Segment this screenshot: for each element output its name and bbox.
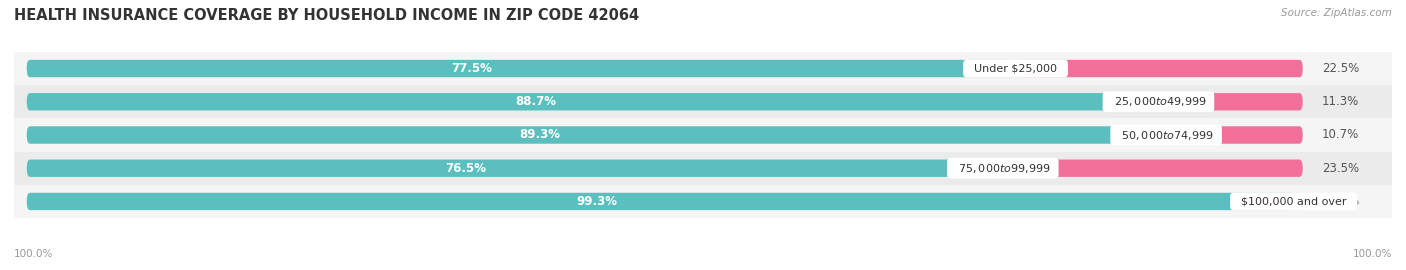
Text: 100.0%: 100.0% xyxy=(1353,249,1392,259)
Bar xyxy=(14,185,1392,218)
FancyBboxPatch shape xyxy=(1015,60,1302,77)
Bar xyxy=(14,152,1392,185)
Text: Source: ZipAtlas.com: Source: ZipAtlas.com xyxy=(1281,8,1392,18)
FancyBboxPatch shape xyxy=(27,93,1302,110)
Text: $25,000 to $49,999: $25,000 to $49,999 xyxy=(1107,95,1211,108)
FancyBboxPatch shape xyxy=(27,60,1015,77)
Text: 99.3%: 99.3% xyxy=(576,195,617,208)
Text: 11.3%: 11.3% xyxy=(1322,95,1360,108)
Text: 88.7%: 88.7% xyxy=(516,95,557,108)
FancyBboxPatch shape xyxy=(27,126,1302,144)
FancyBboxPatch shape xyxy=(1166,126,1302,144)
Text: 0.75%: 0.75% xyxy=(1323,195,1360,208)
Text: 100.0%: 100.0% xyxy=(14,249,53,259)
FancyBboxPatch shape xyxy=(27,193,1302,210)
Text: 77.5%: 77.5% xyxy=(451,62,492,75)
FancyBboxPatch shape xyxy=(27,93,1159,110)
Text: HEALTH INSURANCE COVERAGE BY HOUSEHOLD INCOME IN ZIP CODE 42064: HEALTH INSURANCE COVERAGE BY HOUSEHOLD I… xyxy=(14,8,640,23)
Text: $100,000 and over: $100,000 and over xyxy=(1234,197,1354,207)
Text: 89.3%: 89.3% xyxy=(519,129,560,141)
Bar xyxy=(14,118,1392,152)
FancyBboxPatch shape xyxy=(27,160,1002,177)
Text: 22.5%: 22.5% xyxy=(1322,62,1360,75)
Text: 10.7%: 10.7% xyxy=(1322,129,1360,141)
Text: Under $25,000: Under $25,000 xyxy=(967,63,1064,73)
FancyBboxPatch shape xyxy=(1159,93,1302,110)
Text: $50,000 to $74,999: $50,000 to $74,999 xyxy=(1114,129,1218,141)
FancyBboxPatch shape xyxy=(27,126,1166,144)
Text: 23.5%: 23.5% xyxy=(1322,162,1358,175)
FancyBboxPatch shape xyxy=(27,60,1302,77)
Bar xyxy=(14,85,1392,118)
Bar xyxy=(14,52,1392,85)
FancyBboxPatch shape xyxy=(27,193,1294,210)
FancyBboxPatch shape xyxy=(1002,160,1302,177)
Text: $75,000 to $99,999: $75,000 to $99,999 xyxy=(950,162,1054,175)
FancyBboxPatch shape xyxy=(27,160,1302,177)
FancyBboxPatch shape xyxy=(1294,193,1303,210)
Text: 76.5%: 76.5% xyxy=(446,162,486,175)
